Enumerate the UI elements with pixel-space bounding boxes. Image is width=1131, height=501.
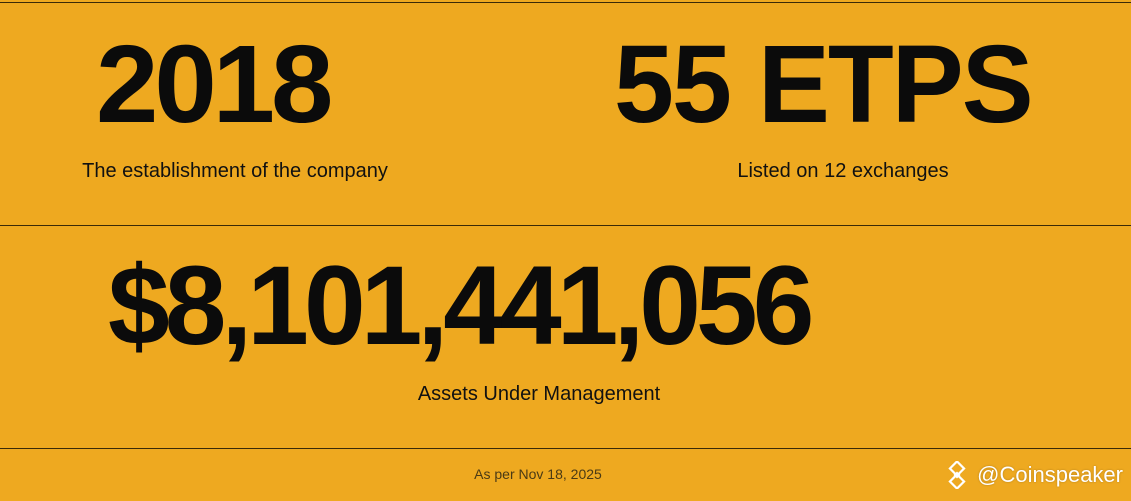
binance-square-icon — [943, 459, 971, 491]
middle-divider — [0, 225, 1131, 226]
top-divider — [0, 2, 1131, 3]
source-watermark: @Coinspeaker — [943, 458, 1123, 492]
stat-etps-value: 55 ETPS — [614, 23, 1034, 146]
stat-aum-value: $8,101,441,056 — [108, 243, 814, 368]
watermark-handle: @Coinspeaker — [977, 462, 1123, 487]
stat-aum-label: Assets Under Management — [417, 383, 661, 405]
stat-etps-label: Listed on 12 exchanges — [737, 160, 949, 182]
stat-year-label: The establishment of the company — [82, 160, 388, 182]
bottom-divider — [0, 448, 1131, 449]
stat-year-value: 2018 — [96, 23, 333, 146]
as-of-date-note: As per Nov 18, 2025 — [474, 466, 602, 482]
